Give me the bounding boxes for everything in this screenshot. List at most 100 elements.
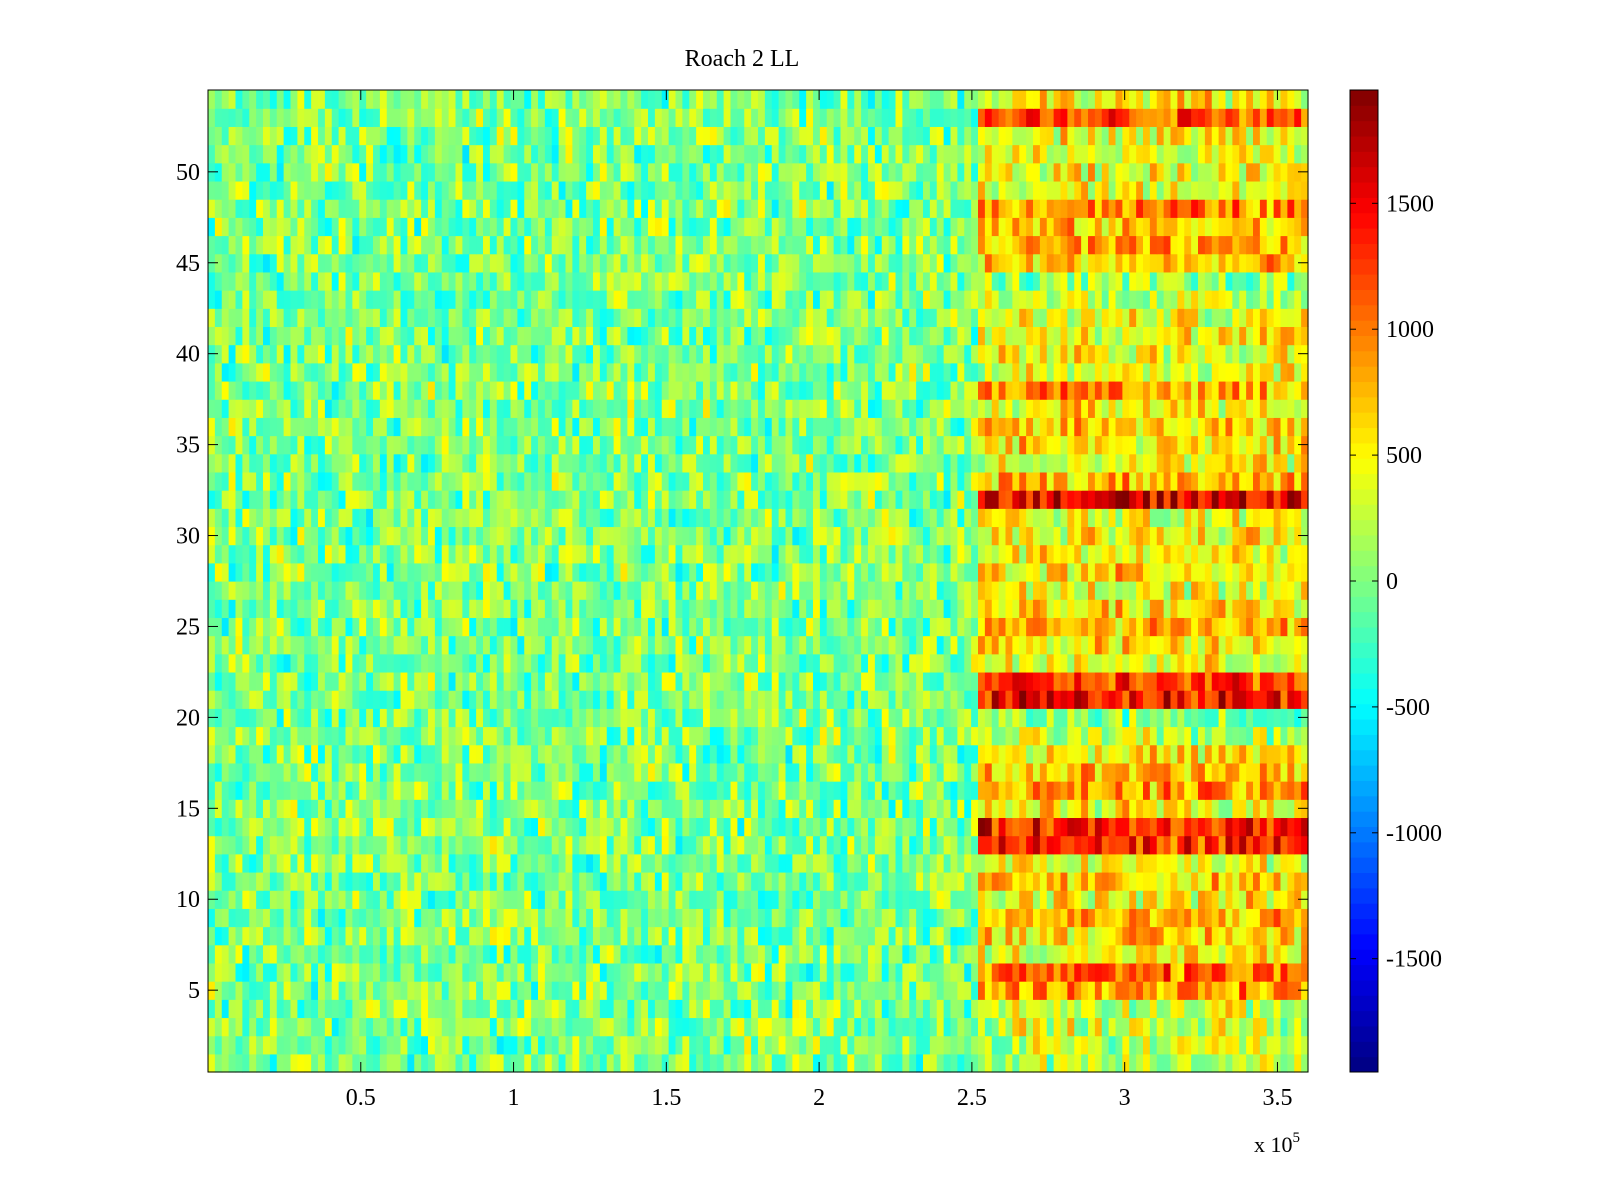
heatmap-cell (1149, 944, 1158, 964)
heatmap-cell (785, 926, 793, 946)
heatmap-cell (455, 962, 463, 982)
heatmap-cell (324, 744, 333, 764)
heatmap-cell (792, 581, 800, 600)
heatmap-cell (1060, 962, 1068, 982)
heatmap-cell (964, 653, 972, 673)
heatmap-cell (290, 1053, 298, 1073)
heatmap-cell (345, 508, 353, 528)
heatmap-cell (1005, 1017, 1013, 1037)
heatmap-cell (1033, 817, 1041, 837)
heatmap-cell (1122, 690, 1130, 709)
heatmap-cell (1163, 944, 1172, 964)
heatmap-cell (1191, 962, 1199, 982)
heatmap-cell (263, 926, 271, 946)
heatmap-cell (819, 962, 828, 982)
heatmap-cell (819, 726, 828, 746)
heatmap-cell (208, 853, 216, 873)
heatmap-cell (675, 926, 683, 946)
heatmap-cell (551, 871, 560, 891)
heatmap-cell (957, 781, 965, 800)
heatmap-cell (208, 944, 216, 964)
heatmap-cell (861, 599, 869, 618)
heatmap-cell (331, 762, 340, 782)
heatmap-cell (379, 981, 388, 1000)
heatmap-cell (290, 490, 298, 509)
heatmap-cell (1088, 908, 1096, 928)
heatmap-cell (943, 926, 952, 946)
heatmap-cell (393, 1017, 402, 1037)
heatmap-cell (881, 762, 890, 782)
heatmap-cell (874, 944, 883, 964)
heatmap-cell (455, 599, 463, 618)
heatmap-cell (840, 944, 848, 964)
heatmap-cell (544, 599, 553, 618)
heatmap-cell (709, 744, 718, 764)
heatmap-cell (462, 926, 470, 946)
heatmap-cell (1136, 562, 1144, 582)
heatmap-cell (517, 962, 525, 982)
heatmap-cell (1191, 781, 1199, 800)
heatmap-cell (1046, 635, 1055, 655)
heatmap-cell (709, 562, 718, 582)
heatmap-cell (249, 526, 257, 546)
heatmap-cell (943, 890, 952, 909)
heatmap-cell (696, 1053, 704, 1073)
heatmap-cell (984, 744, 993, 764)
heatmap-cell (971, 926, 979, 946)
heatmap-cell (428, 1053, 436, 1073)
heatmap-cell (1156, 726, 1165, 746)
heatmap-cell (1294, 835, 1302, 855)
heatmap-cell (888, 726, 897, 746)
heatmap-cell (1177, 526, 1185, 546)
heatmap-cell (311, 617, 319, 637)
heatmap-cell (978, 581, 986, 600)
heatmap-cell (627, 890, 635, 909)
heatmap-cell (407, 908, 415, 928)
heatmap-cell (1198, 999, 1206, 1019)
heatmap-cell (283, 544, 292, 564)
heatmap-cell (895, 871, 903, 891)
heatmap-cell (538, 908, 546, 928)
heatmap-cell (221, 1035, 230, 1055)
heatmap-cell (1266, 908, 1275, 928)
heatmap-cell (716, 853, 725, 873)
heatmap-cell (929, 562, 938, 582)
heatmap-cell (923, 999, 931, 1019)
heatmap-cell (1149, 1017, 1158, 1037)
heatmap-cell (1156, 835, 1165, 855)
heatmap-cell (943, 544, 952, 564)
heatmap-cell (888, 762, 897, 782)
heatmap-cell (1101, 1017, 1110, 1037)
heatmap-cell (1094, 526, 1103, 546)
heatmap-cell (675, 635, 683, 655)
heatmap-cell (813, 944, 821, 964)
heatmap-cell (434, 926, 443, 946)
heatmap-cell (874, 908, 883, 928)
heatmap-cell (1184, 890, 1192, 909)
heatmap-cell (338, 581, 347, 600)
heatmap-cell (1239, 744, 1247, 764)
heatmap-cell (434, 653, 443, 673)
heatmap-cell (283, 1053, 292, 1073)
heatmap-cell (1204, 999, 1213, 1019)
heatmap-cell (861, 890, 869, 909)
heatmap-cell (269, 999, 278, 1019)
heatmap-cell (1122, 544, 1130, 564)
heatmap-cell (338, 1035, 347, 1055)
heatmap-cell (984, 871, 993, 891)
heatmap-cell (297, 635, 305, 655)
heatmap-cell (723, 599, 732, 618)
heatmap-cell (462, 781, 470, 800)
heatmap-cell (854, 781, 862, 800)
heatmap-cell (235, 1053, 243, 1073)
heatmap-cell (428, 981, 436, 1000)
heatmap-cell (1136, 799, 1144, 819)
heatmap-cell (703, 653, 711, 673)
heatmap-cell (269, 962, 278, 982)
heatmap-cell (483, 599, 491, 618)
heatmap-cell (1129, 1035, 1137, 1055)
heatmap-cell (916, 708, 924, 728)
heatmap-cell (881, 781, 890, 800)
heatmap-cell (1239, 526, 1247, 546)
heatmap-cell (661, 999, 670, 1019)
